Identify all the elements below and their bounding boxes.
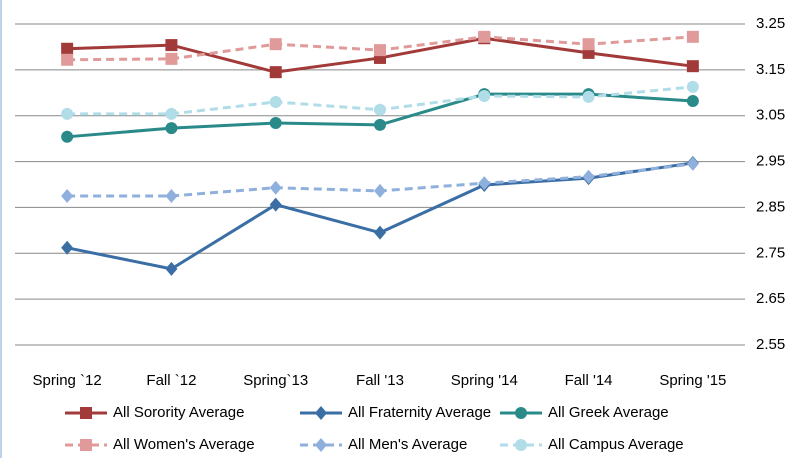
marker: [269, 117, 282, 130]
y-tick-label: 2.65: [756, 290, 785, 307]
marker: [165, 52, 178, 65]
y-tick-label: 2.95: [756, 153, 785, 170]
marker: [582, 169, 595, 184]
marker: [478, 30, 491, 43]
x-tick-label: Spring '15: [659, 372, 726, 389]
marker: [269, 180, 282, 195]
legend-label: All Campus Average: [548, 436, 684, 453]
x-tick-label: Spring`13: [243, 372, 308, 389]
y-tick-label: 2.55: [756, 336, 785, 353]
y-tick-label: 3.15: [756, 61, 785, 78]
legend-item: All Greek Average: [500, 404, 669, 421]
marker: [582, 38, 595, 51]
marker: [269, 197, 282, 212]
marker: [478, 176, 491, 191]
legend-item: All Campus Average: [500, 436, 684, 453]
marker: [269, 95, 282, 108]
marker: [165, 188, 178, 203]
marker: [165, 39, 178, 52]
marker: [582, 90, 595, 103]
marker: [686, 156, 699, 171]
marker: [61, 240, 74, 255]
y-tick-label: 2.85: [756, 198, 785, 215]
marker: [80, 407, 92, 419]
marker: [374, 44, 386, 57]
marker: [80, 439, 92, 451]
legend-label: All Fraternity Average: [348, 404, 491, 421]
y-tick-label: 2.75: [756, 244, 785, 261]
marker: [61, 107, 74, 120]
marker: [374, 225, 386, 240]
marker: [61, 42, 74, 55]
marker: [374, 118, 386, 131]
legend-item: All Fraternity Average: [300, 404, 491, 421]
y-tick-label: 3.05: [756, 107, 785, 124]
marker: [686, 30, 699, 43]
marker: [374, 183, 386, 198]
marker: [686, 80, 699, 93]
x-tick-label: Fall '14: [565, 372, 613, 389]
marker: [374, 103, 386, 116]
legend-label: All Women's Average: [113, 436, 255, 453]
marker: [686, 60, 699, 73]
marker: [61, 188, 74, 203]
marker: [315, 406, 327, 420]
legend-label: All Greek Average: [548, 404, 669, 421]
x-tick-label: Spring '14: [451, 372, 518, 389]
legend-item: All Men's Average: [300, 436, 467, 453]
marker: [61, 53, 74, 66]
legend-label: All Sorority Average: [113, 404, 244, 421]
marker: [315, 438, 327, 452]
marker: [515, 439, 527, 451]
marker: [686, 95, 699, 108]
marker: [269, 66, 282, 79]
y-tick-label: 3.25: [756, 15, 785, 32]
marker: [165, 122, 178, 135]
marker: [165, 107, 178, 120]
marker: [269, 38, 282, 51]
x-tick-label: Fall '13: [356, 372, 404, 389]
legend-label: All Men's Average: [348, 436, 467, 453]
marker: [165, 261, 178, 276]
legend-item: All Women's Average: [65, 436, 255, 453]
marker: [515, 407, 527, 419]
x-tick-label: Fall `12: [146, 372, 196, 389]
marker: [478, 89, 491, 102]
legend-item: All Sorority Average: [65, 404, 244, 421]
marker: [61, 130, 74, 143]
x-tick-label: Spring `12: [33, 372, 102, 389]
